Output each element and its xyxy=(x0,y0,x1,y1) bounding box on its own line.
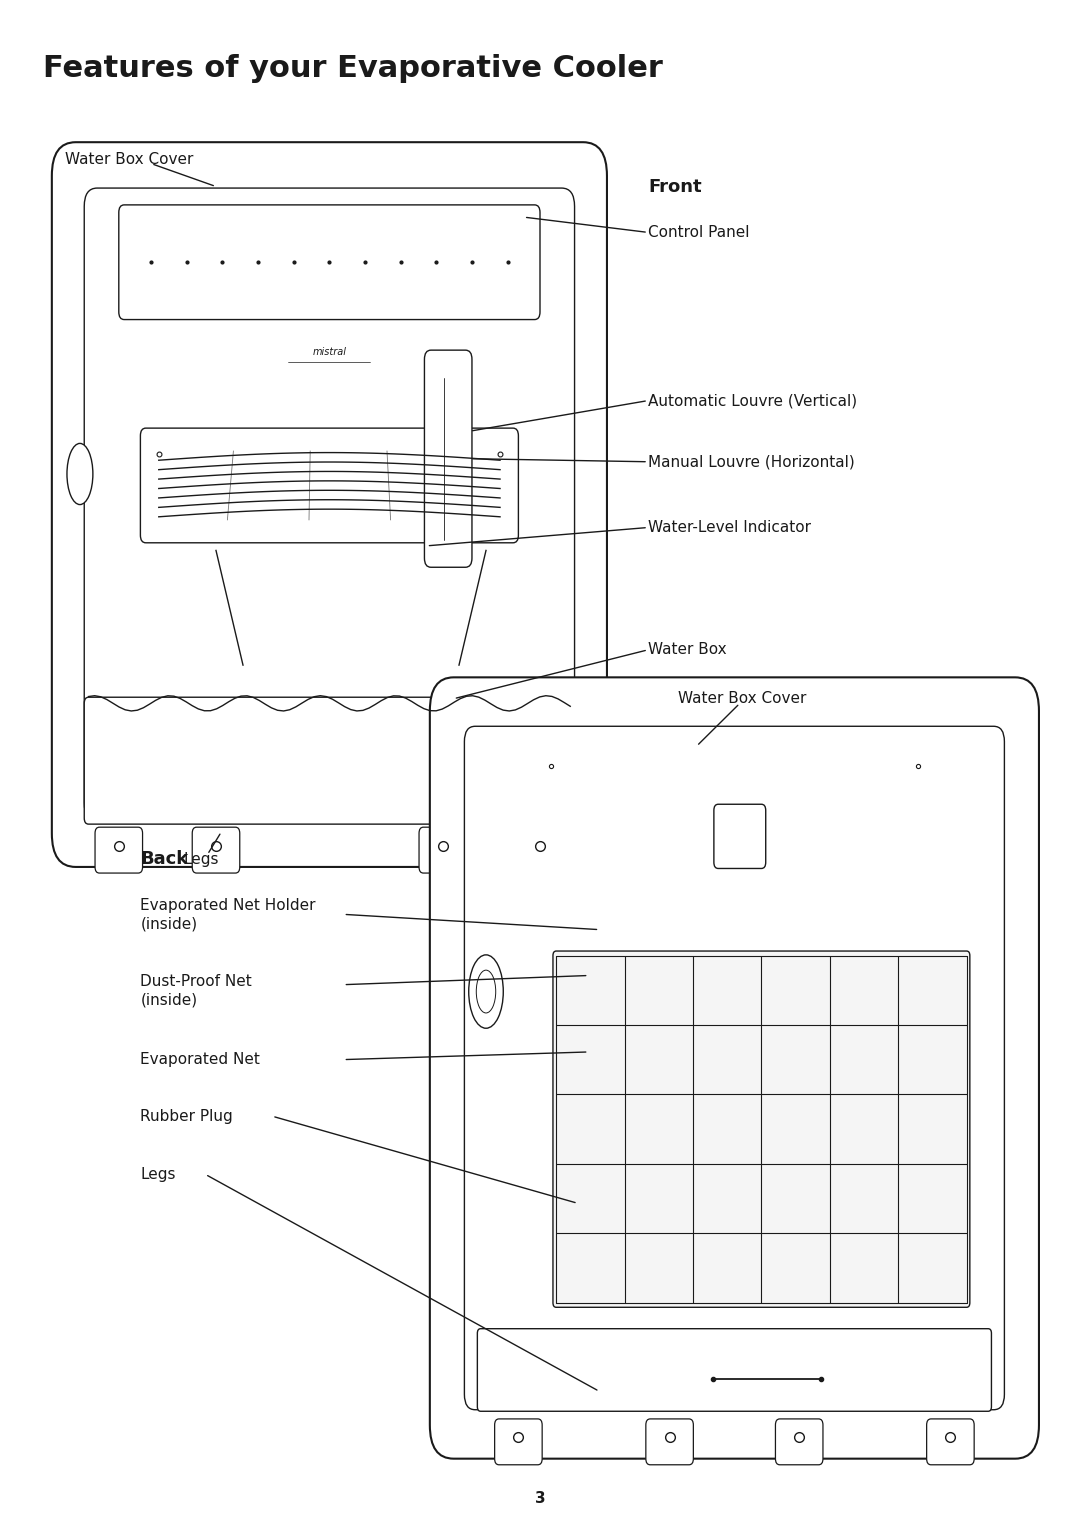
FancyBboxPatch shape xyxy=(84,697,575,824)
Text: Water Box: Water Box xyxy=(648,642,727,657)
FancyBboxPatch shape xyxy=(52,142,607,867)
Text: Water Box Cover: Water Box Cover xyxy=(678,691,807,706)
Text: Rubber Plug: Rubber Plug xyxy=(140,1109,233,1124)
Text: Evaporated Net: Evaporated Net xyxy=(140,1052,260,1067)
Text: 3: 3 xyxy=(535,1491,545,1506)
FancyBboxPatch shape xyxy=(192,827,240,873)
FancyBboxPatch shape xyxy=(516,827,564,873)
FancyBboxPatch shape xyxy=(553,951,970,1307)
FancyBboxPatch shape xyxy=(424,350,472,567)
FancyBboxPatch shape xyxy=(430,677,1039,1459)
FancyBboxPatch shape xyxy=(646,1419,693,1465)
Text: Evaporated Net Holder
(inside): Evaporated Net Holder (inside) xyxy=(140,898,315,931)
Ellipse shape xyxy=(476,971,496,1014)
Text: Back: Back xyxy=(140,850,189,868)
Text: Water Box Cover: Water Box Cover xyxy=(65,151,193,167)
Text: Legs: Legs xyxy=(140,1167,176,1182)
Text: Legs: Legs xyxy=(184,852,219,867)
Text: Features of your Evaporative Cooler: Features of your Evaporative Cooler xyxy=(43,54,663,83)
FancyBboxPatch shape xyxy=(119,205,540,320)
FancyBboxPatch shape xyxy=(95,827,143,873)
Ellipse shape xyxy=(469,954,503,1027)
Text: Dust-Proof Net
(inside): Dust-Proof Net (inside) xyxy=(140,974,252,1008)
FancyBboxPatch shape xyxy=(477,1329,991,1411)
FancyBboxPatch shape xyxy=(775,1419,823,1465)
Text: Water-Level Indicator: Water-Level Indicator xyxy=(648,520,811,535)
FancyBboxPatch shape xyxy=(927,1419,974,1465)
Text: Automatic Louvre (Vertical): Automatic Louvre (Vertical) xyxy=(648,393,858,408)
Text: Manual Louvre (Horizontal): Manual Louvre (Horizontal) xyxy=(648,454,854,469)
Text: Control Panel: Control Panel xyxy=(648,225,750,240)
FancyBboxPatch shape xyxy=(495,1419,542,1465)
FancyBboxPatch shape xyxy=(419,827,467,873)
Text: Front: Front xyxy=(648,177,702,196)
Ellipse shape xyxy=(67,443,93,505)
FancyBboxPatch shape xyxy=(140,428,518,543)
Text: mistral: mistral xyxy=(312,347,347,356)
FancyBboxPatch shape xyxy=(714,804,766,868)
